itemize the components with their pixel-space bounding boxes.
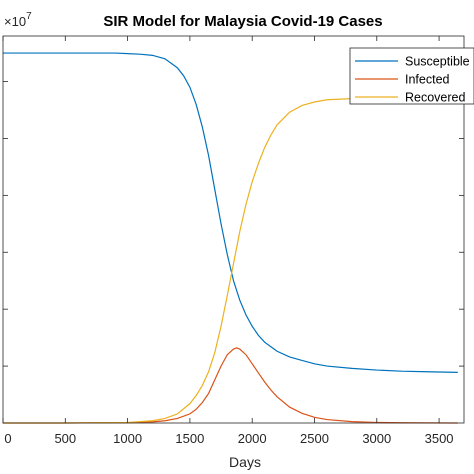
x-tick-label: 0 [4, 431, 11, 446]
x-axis-ticks: 0 500 1000 1500 2000 2500 3000 3500 [2, 36, 454, 446]
y-exponent-label: ×107 [4, 11, 32, 29]
axes [2, 35, 465, 424]
legend: Susceptible Infected Recovered [349, 47, 474, 105]
y-exponent-base: ×10 [4, 14, 26, 29]
series-layer [3, 52, 458, 424]
legend-label-susceptible: Susceptible [405, 55, 470, 69]
x-tick-label: 2000 [238, 431, 267, 446]
x-tick-label: 2500 [300, 431, 329, 446]
axes-box [2, 35, 465, 424]
chart-title: SIR Model for Malaysia Covid-19 Cases [103, 13, 382, 30]
series-line-recovered [3, 96, 458, 424]
x-tick-label: 1500 [175, 431, 204, 446]
x-tick-label: 1000 [113, 431, 142, 446]
series-line-susceptible [3, 52, 458, 373]
y-exponent-power: 7 [26, 11, 32, 22]
x-axis-label: Days [229, 454, 261, 470]
x-tick-label: 3500 [425, 431, 454, 446]
series-line-infected [3, 347, 458, 424]
x-tick-label: 3000 [362, 431, 391, 446]
svg-text:×107: ×107 [4, 11, 32, 29]
legend-label-recovered: Recovered [405, 91, 465, 105]
legend-label-infected: Infected [405, 73, 450, 87]
x-tick-label: 500 [54, 431, 76, 446]
